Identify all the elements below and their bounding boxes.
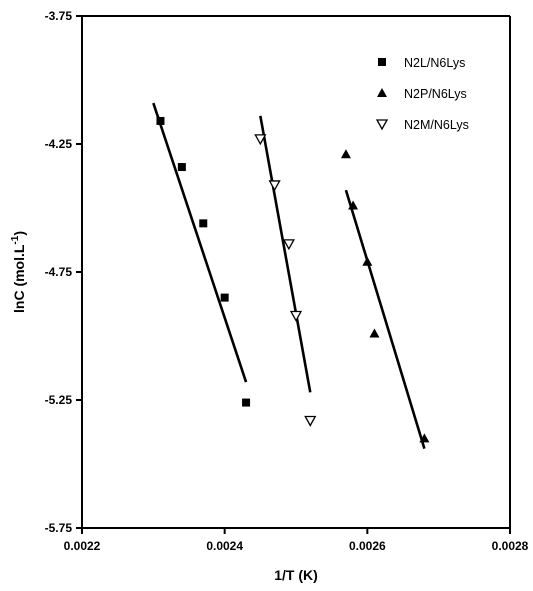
data-point-series-1 <box>199 219 208 228</box>
y-axis-title-close: ) <box>11 231 27 236</box>
data-point-series-1 <box>242 398 251 407</box>
legend-label-series-3: N2M/N6Lys <box>404 118 469 132</box>
data-point-series-2 <box>362 256 373 266</box>
x-ticks: 0.0022 0.0024 0.0026 0.0028 <box>64 528 529 553</box>
x-tick-label: 0.0024 <box>206 539 243 553</box>
fit-lines <box>152 102 426 450</box>
data-points <box>156 116 430 443</box>
y-tick-label: -4.75 <box>45 265 73 279</box>
legend: N2L/N6Lys N2P/N6Lys N2M/N6Lys <box>375 56 469 132</box>
data-point-series-2 <box>419 433 430 443</box>
x-axis-title: 1/T (K) <box>274 567 318 583</box>
y-tick-label: -4.25 <box>45 137 73 151</box>
data-point-series-2 <box>369 328 380 338</box>
y-tick-label: -5.75 <box>45 521 73 535</box>
plot-frame <box>81 15 511 529</box>
data-point-series-3 <box>268 180 281 192</box>
legend-marker-series-3 <box>375 119 389 131</box>
x-tick-label: 0.0022 <box>64 539 101 553</box>
data-point-series-2 <box>348 200 359 210</box>
y-tick-label: -3.75 <box>45 9 73 23</box>
y-tick-label: -5.25 <box>45 393 73 407</box>
data-point-series-1 <box>220 293 229 302</box>
legend-marker-series-1 <box>378 58 386 66</box>
y-ticks: -3.75 -4.25 -4.75 -5.25 -5.75 <box>45 9 82 535</box>
legend-label-series-2: N2P/N6Lys <box>404 87 467 101</box>
legend-marker-series-2 <box>377 88 387 97</box>
data-point-series-3 <box>304 415 317 427</box>
y-axis-title-sup: -1 <box>10 235 21 244</box>
y-axis-title-main: lnC (mol.L <box>11 244 27 313</box>
x-tick-label: 0.0028 <box>492 539 529 553</box>
data-point-series-1 <box>177 163 186 172</box>
legend-label-series-1: N2L/N6Lys <box>404 56 465 70</box>
y-axis-title: lnC (mol.L-1) <box>10 231 27 313</box>
x-tick-label: 0.0026 <box>349 539 386 553</box>
data-point-series-3 <box>289 310 303 322</box>
data-point-series-1 <box>156 116 165 125</box>
fit-line-series-2 <box>344 189 426 450</box>
data-point-series-3 <box>282 239 295 251</box>
data-point-series-3 <box>254 134 267 146</box>
fit-line-series-1 <box>152 102 248 383</box>
data-point-series-2 <box>340 149 351 159</box>
fit-line-series-3 <box>259 115 312 393</box>
